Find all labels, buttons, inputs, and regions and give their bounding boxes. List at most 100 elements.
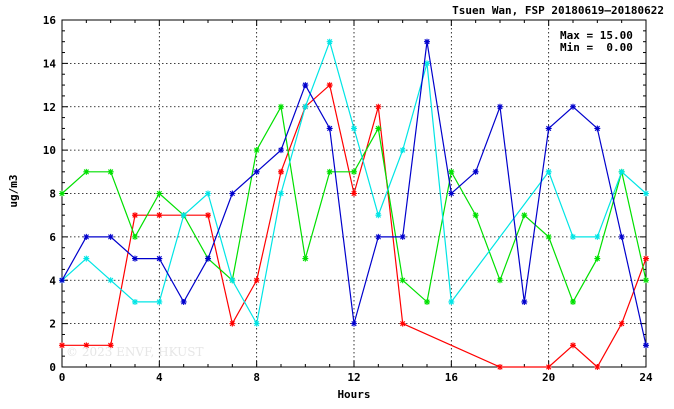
- data-point: [399, 277, 406, 284]
- data-point: [59, 342, 65, 349]
- y-tick-label: 10: [43, 144, 56, 157]
- y-tick-label: 12: [43, 101, 56, 114]
- data-point: [618, 320, 625, 327]
- data-point: [253, 320, 260, 327]
- data-point: [375, 233, 382, 240]
- data-point: [107, 168, 114, 175]
- data-point: [424, 60, 430, 67]
- x-tick-label: 24: [639, 371, 653, 384]
- data-point: [156, 190, 163, 197]
- data-point: [618, 168, 625, 175]
- data-point: [132, 233, 138, 240]
- data-point: [83, 342, 90, 349]
- data-point: [545, 233, 552, 240]
- data-point: [107, 342, 114, 349]
- y-tick-label: 0: [49, 361, 56, 374]
- x-tick-label: 16: [445, 371, 459, 384]
- series-line: [61, 39, 647, 326]
- data-point: [278, 168, 284, 175]
- data-point: [83, 168, 90, 175]
- x-axis-ticks: 0 4 8 12 16 20 24: [59, 20, 653, 384]
- data-point: [132, 212, 138, 219]
- data-point: [643, 190, 649, 197]
- data-point: [205, 212, 211, 219]
- data-point: [278, 190, 284, 197]
- series-4: [59, 38, 649, 349]
- data-point: [278, 103, 284, 110]
- data-point: [253, 147, 260, 154]
- data-point: [594, 125, 601, 132]
- data-point: [205, 255, 211, 262]
- x-tick-label: 12: [347, 371, 360, 384]
- y-tick-label: 6: [49, 231, 56, 244]
- data-point: [229, 320, 236, 327]
- data-point: [326, 38, 333, 45]
- data-point: [448, 190, 455, 197]
- x-tick-label: 0: [59, 371, 66, 384]
- data-point: [618, 233, 625, 240]
- data-point: [375, 212, 382, 219]
- data-point: [229, 277, 236, 284]
- data-point: [643, 342, 649, 349]
- data-point: [205, 190, 211, 197]
- data-point: [302, 255, 309, 262]
- y-tick-label: 8: [49, 188, 56, 201]
- x-tick-label: 8: [253, 371, 260, 384]
- data-point: [107, 277, 114, 284]
- data-point: [472, 212, 479, 219]
- data-point: [59, 190, 65, 197]
- y-tick-label: 14: [43, 57, 57, 70]
- data-point: [448, 298, 455, 305]
- y-tick-label: 16: [43, 14, 57, 27]
- data-point: [326, 168, 333, 175]
- data-point: [83, 255, 90, 262]
- data-point: [351, 168, 357, 175]
- data-point: [472, 168, 479, 175]
- data-point: [302, 103, 309, 110]
- data-point: [351, 125, 357, 132]
- data-point: [132, 298, 138, 305]
- data-point: [545, 125, 552, 132]
- x-tick-label: 4: [156, 371, 163, 384]
- data-point: [521, 298, 528, 305]
- y-tick-label: 2: [49, 318, 56, 331]
- data-point: [448, 168, 455, 175]
- data-point: [545, 364, 552, 370]
- data-point: [253, 277, 260, 284]
- y-axis-label: ug/m3: [7, 174, 20, 207]
- data-point: [107, 233, 114, 240]
- data-point: [229, 190, 236, 197]
- min-value-label: Min = 0.00: [560, 41, 633, 54]
- data-point: [497, 103, 503, 110]
- data-point: [497, 364, 503, 370]
- data-point: [497, 277, 503, 284]
- y-axis-ticks: 0 2 4 6 8 10 12 14 16: [43, 14, 646, 374]
- data-point: [399, 320, 406, 327]
- data-point: [351, 320, 357, 327]
- data-point: [570, 233, 576, 240]
- data-point: [594, 255, 601, 262]
- data-point: [399, 233, 406, 240]
- watermark: © 2023 ENVF, HKUST: [66, 345, 204, 359]
- data-point: [180, 212, 187, 219]
- data-point: [545, 168, 552, 175]
- data-point: [302, 82, 309, 89]
- data-point: [83, 233, 90, 240]
- data-point: [326, 82, 333, 89]
- data-point: [156, 255, 163, 262]
- data-point: [399, 147, 406, 154]
- data-point: [156, 212, 163, 219]
- data-point: [351, 190, 357, 197]
- data-point: [59, 277, 65, 284]
- x-axis-label: Hours: [337, 388, 370, 401]
- data-point: [521, 212, 528, 219]
- series-3: [59, 38, 649, 327]
- data-point: [570, 298, 576, 305]
- y-tick-label: 4: [49, 274, 56, 287]
- data-point: [643, 277, 649, 284]
- chart-title: Tsuen Wan, FSP 20180619—20180622: [452, 4, 664, 17]
- series-group: [59, 38, 649, 370]
- max-value-label: Max = 15.00: [560, 29, 633, 42]
- data-point: [570, 103, 576, 110]
